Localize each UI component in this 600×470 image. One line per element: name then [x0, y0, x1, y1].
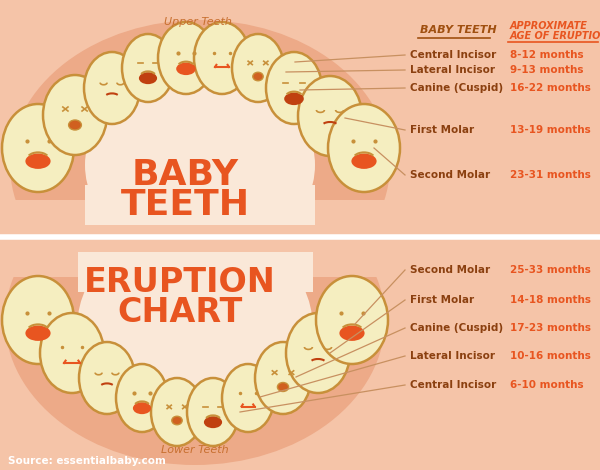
Ellipse shape: [266, 52, 322, 124]
Text: APPROXIMATE: APPROXIMATE: [510, 21, 588, 31]
Ellipse shape: [316, 276, 388, 364]
Ellipse shape: [122, 34, 174, 102]
Ellipse shape: [68, 120, 82, 130]
Ellipse shape: [222, 364, 274, 432]
FancyBboxPatch shape: [10, 237, 385, 277]
Ellipse shape: [77, 227, 313, 423]
Text: First Molar: First Molar: [410, 125, 474, 135]
Ellipse shape: [151, 378, 203, 446]
Text: TEETH: TEETH: [121, 188, 250, 222]
Text: Upper Teeth: Upper Teeth: [164, 17, 232, 27]
Ellipse shape: [2, 104, 74, 192]
Ellipse shape: [116, 364, 168, 432]
Ellipse shape: [277, 383, 289, 392]
Text: 23-31 months: 23-31 months: [510, 170, 591, 180]
Ellipse shape: [298, 76, 362, 156]
Text: Lower Teeth: Lower Teeth: [161, 445, 229, 455]
Text: Source: essentialbaby.com: Source: essentialbaby.com: [8, 456, 166, 466]
Ellipse shape: [5, 175, 385, 465]
Ellipse shape: [253, 72, 263, 81]
Text: Canine (Cuspid): Canine (Cuspid): [410, 323, 503, 333]
Ellipse shape: [176, 63, 196, 75]
FancyBboxPatch shape: [0, 237, 415, 252]
Text: Canine (Cuspid): Canine (Cuspid): [410, 83, 503, 93]
Text: CHART: CHART: [118, 297, 242, 329]
FancyBboxPatch shape: [78, 237, 313, 292]
FancyBboxPatch shape: [0, 225, 415, 240]
Ellipse shape: [10, 20, 390, 310]
Ellipse shape: [79, 342, 135, 414]
Ellipse shape: [187, 378, 239, 446]
Text: BABY: BABY: [131, 158, 239, 192]
Ellipse shape: [194, 22, 250, 94]
Text: Lateral Incisor: Lateral Incisor: [410, 65, 495, 75]
Text: ERUPTION: ERUPTION: [84, 266, 276, 299]
Ellipse shape: [286, 313, 350, 393]
Ellipse shape: [328, 104, 400, 192]
Ellipse shape: [284, 93, 304, 105]
Text: Second Molar: Second Molar: [410, 170, 490, 180]
Ellipse shape: [133, 402, 151, 414]
Ellipse shape: [172, 416, 182, 425]
Ellipse shape: [204, 416, 222, 428]
Text: 16-22 months: 16-22 months: [510, 83, 591, 93]
Ellipse shape: [40, 313, 104, 393]
FancyBboxPatch shape: [10, 200, 390, 240]
Ellipse shape: [352, 154, 377, 169]
Text: AGE OF ERUPTION:: AGE OF ERUPTION:: [510, 31, 600, 41]
Ellipse shape: [43, 75, 107, 155]
Ellipse shape: [340, 326, 365, 341]
Ellipse shape: [139, 72, 157, 84]
Ellipse shape: [25, 326, 50, 341]
Text: 6-10 months: 6-10 months: [510, 380, 584, 390]
Ellipse shape: [232, 34, 284, 102]
Ellipse shape: [2, 276, 74, 364]
FancyBboxPatch shape: [85, 185, 315, 240]
Text: BABY TEETH: BABY TEETH: [420, 25, 497, 35]
Text: 9-13 months: 9-13 months: [510, 65, 583, 75]
Ellipse shape: [25, 154, 50, 169]
Text: 14-18 months: 14-18 months: [510, 295, 591, 305]
Text: 10-16 months: 10-16 months: [510, 351, 591, 361]
Text: Lateral Incisor: Lateral Incisor: [410, 351, 495, 361]
Text: 13-19 months: 13-19 months: [510, 125, 591, 135]
Ellipse shape: [85, 70, 315, 260]
Text: Central Incisor: Central Incisor: [410, 50, 496, 60]
Text: 8-12 months: 8-12 months: [510, 50, 584, 60]
Text: 17-23 months: 17-23 months: [510, 323, 591, 333]
Text: 25-33 months: 25-33 months: [510, 265, 591, 275]
Text: Central Incisor: Central Incisor: [410, 380, 496, 390]
Text: First Molar: First Molar: [410, 295, 474, 305]
Ellipse shape: [84, 52, 140, 124]
Text: Second Molar: Second Molar: [410, 265, 490, 275]
Ellipse shape: [158, 22, 214, 94]
Ellipse shape: [255, 342, 311, 414]
